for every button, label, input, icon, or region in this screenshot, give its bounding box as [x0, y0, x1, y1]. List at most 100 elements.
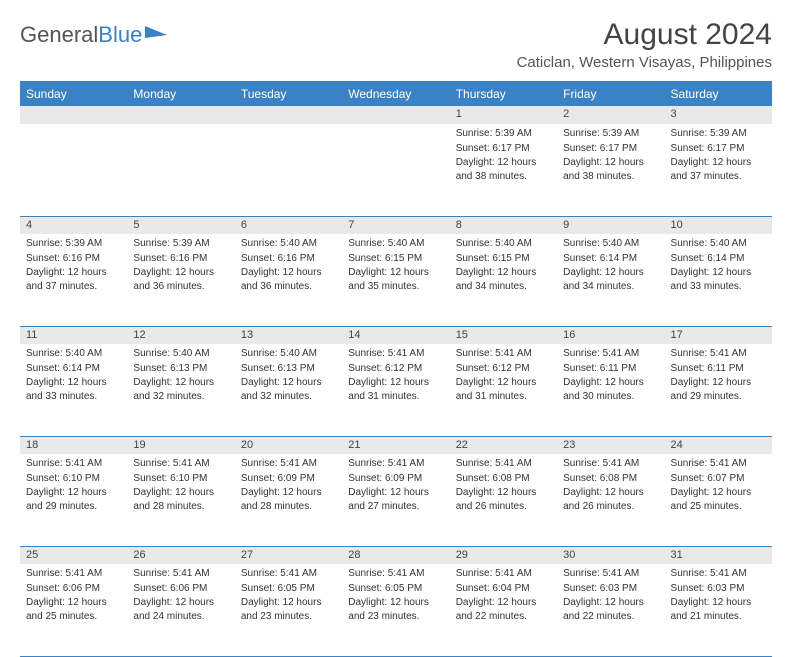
day-cell-body: Sunrise: 5:41 AMSunset: 6:10 PMDaylight:…	[20, 454, 127, 518]
week-row: Sunrise: 5:39 AM Sunset: 6:16 PM Daylight:…	[20, 234, 772, 326]
calendar-body: 123Sunrise: 5:39 AMSunset: 6:17 PMDaylig…	[20, 106, 772, 656]
sunrise-text: Sunrise: 5:40 AM	[456, 237, 551, 251]
daylight-text: Daylight: 12 hours and 29 minutes.	[671, 376, 766, 403]
day-number-cell: 16	[557, 326, 664, 344]
daylight-text: Daylight: 12 hours and 36 minutes.	[133, 266, 228, 293]
day-cell-body: Sunrise: 5:41 AMSunset: 6:05 PMDaylight:…	[235, 564, 342, 628]
sunrise-text: Sunrise: 5:41 AM	[133, 567, 228, 581]
sunset-text: Sunset: 6:09 PM	[241, 472, 336, 486]
sunrise-text: Sunrise: 5:41 AM	[456, 457, 551, 471]
daynum-row: 11121314151617	[20, 326, 772, 344]
day-number-cell: 6	[235, 216, 342, 234]
daylight-text: Daylight: 12 hours and 23 minutes.	[348, 596, 443, 623]
day-cell: Sunrise: 5:40 AMSunset: 6:16 PMDaylight:…	[235, 234, 342, 326]
sunset-text: Sunset: 6:06 PM	[133, 582, 228, 596]
day-number-cell: 1	[450, 106, 557, 124]
sunrise-text: Sunrise: 5:41 AM	[241, 457, 336, 471]
day-number-cell: 23	[557, 436, 664, 454]
day-cell-body: Sunrise: 5:41 AMSunset: 6:11 PMDaylight:…	[557, 344, 664, 408]
sunset-text: Sunset: 6:16 PM	[241, 252, 336, 266]
sunrise-text: Sunrise: 5:41 AM	[671, 457, 766, 471]
sunset-text: Sunset: 6:11 PM	[671, 362, 766, 376]
day-number-cell: 31	[665, 546, 772, 564]
daynum-row: 123	[20, 106, 772, 124]
day-cell: Sunrise: 5:41 AMSunset: 6:09 PMDaylight:…	[235, 454, 342, 546]
day-number-cell: 19	[127, 436, 234, 454]
week-row: Sunrise: 5:41 AMSunset: 6:10 PMDaylight:…	[20, 454, 772, 546]
day-number-cell: 4	[20, 216, 127, 234]
daylight-text: Daylight: 12 hours and 23 minutes.	[241, 596, 336, 623]
sunrise-text: Sunrise: 5:40 AM	[241, 347, 336, 361]
day-cell: Sunrise: 5:40 AMSunset: 6:13 PMDaylight:…	[235, 344, 342, 436]
sunset-text: Sunset: 6:06 PM	[26, 582, 121, 596]
day-number-cell: 8	[450, 216, 557, 234]
week-row: Sunrise: 5:39 AM Sunset: 6:17 PMDaylight:…	[20, 124, 772, 216]
day-cell-body: Sunrise: 5:39 AMSunset: 6:17 PMDaylight:…	[557, 124, 664, 188]
day-number-cell: 7	[342, 216, 449, 234]
day-cell-body: Sunrise: 5:39 AMSunset: 6:16 PMDaylight:…	[20, 234, 127, 298]
sunset-text: Sunset: 6:15 PM	[348, 252, 443, 266]
sunset-text: Sunset: 6:14 PM	[563, 252, 658, 266]
sunrise-text: Sunrise: 5:41 AM	[563, 457, 658, 471]
daynum-row: 25262728293031	[20, 546, 772, 564]
day-cell-body: Sunrise: 5:41 AMSunset: 6:11 PMDaylight:…	[665, 344, 772, 408]
day-cell-body: Sunrise: 5:39 AMSunset: 6:17 PMDaylight:…	[450, 124, 557, 188]
day-cell: Sunrise: 5:39 AMSunset: 6:16 PMDaylight:…	[127, 234, 234, 326]
day-cell-body: Sunrise: 5:41 AMSunset: 6:04 PMDaylight:…	[450, 564, 557, 628]
sunset-text: Sunset: 6:17 PM	[563, 142, 658, 156]
sunrise-text: Sunrise: 5:39 AM	[456, 127, 551, 141]
sunset-text: Sunset: 6:10 PM	[26, 472, 121, 486]
daylight-text: Daylight: 12 hours and 25 minutes.	[671, 486, 766, 513]
weekday-header: Wednesday	[342, 82, 449, 107]
sunrise-text: Sunrise: 5:41 AM	[671, 567, 766, 581]
day-number-cell	[20, 106, 127, 124]
week-row: Sunrise: 5:41 AMSunset: 6:06 PMDaylight:…	[20, 564, 772, 656]
sunrise-text: Sunrise: 5:41 AM	[241, 567, 336, 581]
day-cell: Sunrise: 5:40 AMSunset: 6:15 PMDaylight:…	[450, 234, 557, 326]
day-cell: Sunrise: 5:41 AMSunset: 6:10 PMDaylight:…	[20, 454, 127, 546]
daylight-text: Daylight: 12 hours and 28 minutes.	[133, 486, 228, 513]
day-number-cell: 13	[235, 326, 342, 344]
day-cell-body: Sunrise: 5:40 AMSunset: 6:14 PMDaylight:…	[20, 344, 127, 408]
day-cell-body: Sunrise: 5:41 AMSunset: 6:12 PMDaylight:…	[342, 344, 449, 408]
day-number-cell: 28	[342, 546, 449, 564]
sunset-text: Sunset: 6:10 PM	[133, 472, 228, 486]
day-cell: Sunrise: 5:41 AMSunset: 6:03 PMDaylight:…	[557, 564, 664, 656]
day-cell-body: Sunrise: 5:39 AMSunset: 6:17 PMDaylight:…	[665, 124, 772, 188]
day-cell: Sunrise: 5:41 AMSunset: 6:04 PMDaylight:…	[450, 564, 557, 656]
daylight-text: Daylight: 12 hours and 35 minutes.	[348, 266, 443, 293]
daylight-text: Daylight: 12 hours and 38 minutes.	[563, 156, 658, 183]
calendar-table: SundayMondayTuesdayWednesdayThursdayFrid…	[20, 81, 772, 657]
daylight-text: Daylight: 12 hours and 24 minutes.	[133, 596, 228, 623]
day-number-cell: 3	[665, 106, 772, 124]
day-cell-body: Sunrise: 5:41 AMSunset: 6:06 PMDaylight:…	[20, 564, 127, 628]
daylight-text: Daylight: 12 hours and 22 minutes.	[456, 596, 551, 623]
day-cell: Sunrise: 5:41 AMSunset: 6:11 PMDaylight:…	[557, 344, 664, 436]
day-cell	[20, 124, 127, 216]
day-cell-body: Sunrise: 5:41 AMSunset: 6:09 PMDaylight:…	[235, 454, 342, 518]
sunrise-text: Sunrise: 5:40 AM	[563, 237, 658, 251]
day-number-cell: 20	[235, 436, 342, 454]
sunrise-text: Sunrise: 5:39 AM	[133, 237, 228, 251]
sunrise-text: Sunrise: 5:41 AM	[348, 457, 443, 471]
daylight-text: Daylight: 12 hours and 31 minutes.	[348, 376, 443, 403]
daylight-text: Daylight: 12 hours and 27 minutes.	[348, 486, 443, 513]
day-cell: Sunrise: 5:40 AMSunset: 6:14 PMDaylight:…	[20, 344, 127, 436]
day-cell-body: Sunrise: 5:41 AMSunset: 6:06 PMDaylight:…	[127, 564, 234, 628]
day-cell	[235, 124, 342, 216]
sunset-text: Sunset: 6:12 PM	[456, 362, 551, 376]
weekday-header: Tuesday	[235, 82, 342, 107]
weekday-header: Thursday	[450, 82, 557, 107]
day-cell-body: Sunrise: 5:40 AMSunset: 6:15 PMDaylight:…	[450, 234, 557, 298]
day-cell: Sunrise: 5:40 AMSunset: 6:13 PMDaylight:…	[127, 344, 234, 436]
sunset-text: Sunset: 6:09 PM	[348, 472, 443, 486]
day-number-cell: 15	[450, 326, 557, 344]
day-cell: Sunrise: 5:41 AMSunset: 6:08 PMDaylight:…	[450, 454, 557, 546]
day-cell: Sunrise: 5:41 AMSunset: 6:05 PMDaylight:…	[235, 564, 342, 656]
month-title: August 2024	[517, 18, 772, 52]
day-cell: Sunrise: 5:39 AMSunset: 6:17 PMDaylight:…	[450, 124, 557, 216]
day-cell: Sunrise: 5:39 AMSunset: 6:16 PMDaylight:…	[20, 234, 127, 326]
day-cell: Sunrise: 5:41 AMSunset: 6:12 PMDaylight:…	[342, 344, 449, 436]
weekday-header: Monday	[127, 82, 234, 107]
day-cell: Sunrise: 5:40 AMSunset: 6:14 PMDaylight:…	[665, 234, 772, 326]
